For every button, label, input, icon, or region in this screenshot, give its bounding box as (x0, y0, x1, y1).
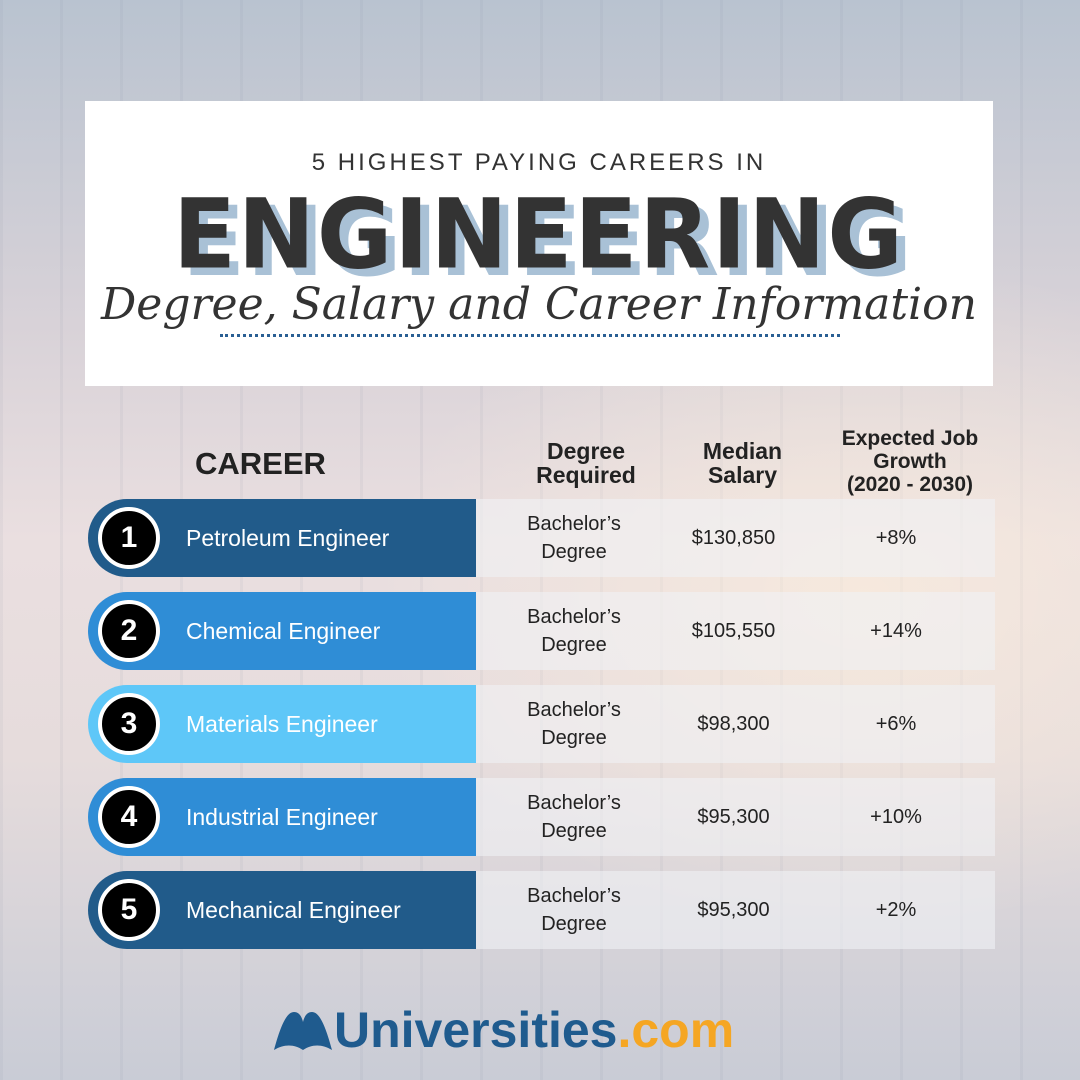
col-degree: Degree Required (536, 438, 636, 488)
row-values: Bachelor’s Degree $130,850 +8% (476, 499, 995, 577)
growth-cell: +8% (875, 527, 917, 549)
salary-cell: $105,550 (691, 620, 776, 642)
table-row: 5 Mechanical Engineer Bachelor’s Degree … (88, 871, 995, 949)
title-card: 5 HIGHEST PAYING CAREERS IN ENGINEERING … (85, 101, 993, 386)
row-values: Bachelor’s Degree $105,550 +14% (476, 592, 995, 670)
growth-cell: +14% (870, 620, 922, 642)
career-name: Mechanical Engineer (186, 896, 401, 923)
col-growth: Expected Job Growth (2020 - 2030) (820, 427, 1000, 496)
logo-name: Universities (334, 1002, 618, 1058)
career-band: 4 Industrial Engineer (88, 778, 476, 856)
universities-logo[interactable]: Universities .com (272, 1000, 734, 1060)
dotted-underline (220, 334, 840, 337)
career-name: Industrial Engineer (186, 803, 378, 830)
degree-cell: Bachelor’s Degree (527, 792, 621, 842)
rank-badge: 5 (98, 879, 160, 941)
degree-cell: Bachelor’s Degree (527, 699, 621, 749)
col-career: CAREER (195, 446, 326, 481)
career-name: Petroleum Engineer (186, 524, 390, 551)
col-salary: Median Salary (702, 438, 783, 488)
growth-cell: +2% (875, 899, 917, 921)
degree-cell: Bachelor’s Degree (527, 885, 621, 935)
career-name: Materials Engineer (186, 710, 378, 737)
salary-cell: $130,850 (691, 527, 776, 549)
rank-badge: 3 (98, 693, 160, 755)
subtitle: Degree, Salary and Career Information (101, 279, 977, 330)
career-band: 5 Mechanical Engineer (88, 871, 476, 949)
salary-cell: $95,300 (697, 806, 770, 828)
logo-tld: .com (617, 1002, 735, 1058)
growth-cell: +6% (875, 713, 917, 735)
col-growth-label: Expected Job Growth (841, 427, 979, 473)
salary-cell: $95,300 (697, 899, 770, 921)
rank-badge: 2 (98, 600, 160, 662)
career-band: 2 Chemical Engineer (88, 592, 476, 670)
growth-cell: +10% (870, 806, 922, 828)
table-row: 1 Petroleum Engineer Bachelor’s Degree $… (88, 499, 995, 577)
row-values: Bachelor’s Degree $95,300 +2% (476, 871, 995, 949)
table-row: 3 Materials Engineer Bachelor’s Degree $… (88, 685, 995, 763)
col-growth-range: (2020 - 2030) (846, 473, 974, 496)
career-name: Chemical Engineer (186, 617, 381, 644)
career-band: 3 Materials Engineer (88, 685, 476, 763)
table-row: 4 Industrial Engineer Bachelor’s Degree … (88, 778, 995, 856)
degree-cell: Bachelor’s Degree (527, 513, 621, 563)
row-values: Bachelor’s Degree $98,300 +6% (476, 685, 995, 763)
main-title: ENGINEERING (173, 178, 905, 291)
kicker: 5 HIGHEST PAYING CAREERS IN (311, 149, 767, 176)
degree-cell: Bachelor’s Degree (527, 606, 621, 656)
table-row: 2 Chemical Engineer Bachelor’s Degree $1… (88, 592, 995, 670)
rank-badge: 1 (98, 507, 160, 569)
book-icon (274, 1012, 332, 1050)
salary-cell: $98,300 (697, 713, 770, 735)
career-band: 1 Petroleum Engineer (88, 499, 476, 577)
rank-badge: 4 (98, 786, 160, 848)
row-values: Bachelor’s Degree $95,300 +10% (476, 778, 995, 856)
